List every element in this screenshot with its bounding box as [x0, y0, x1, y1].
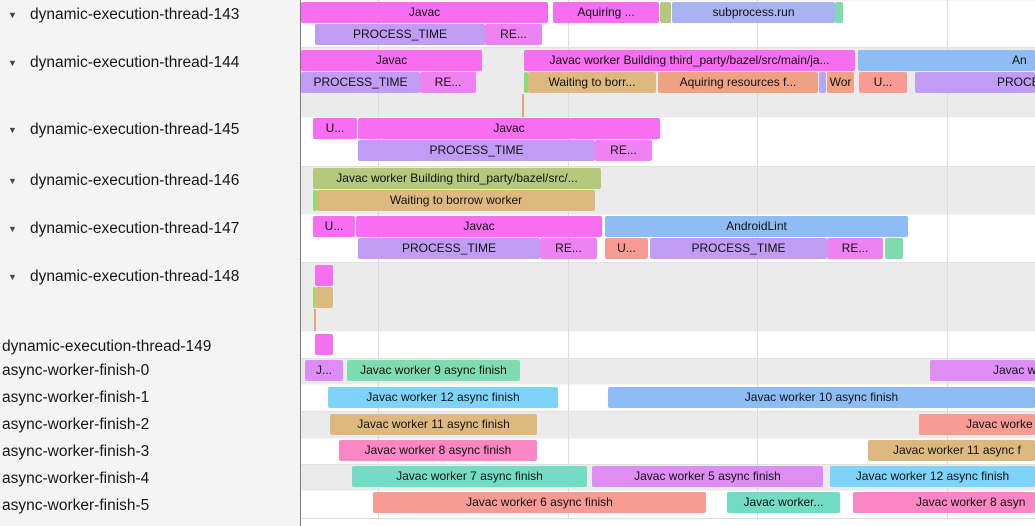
track-name-label: dynamic-execution-thread-145: [30, 121, 240, 138]
timeline-bottom-divider: [300, 518, 1035, 519]
slice[interactable]: U...: [313, 118, 357, 139]
slice[interactable]: Aquiring resources f...: [658, 72, 818, 93]
collapse-triangle-icon[interactable]: ▼: [8, 176, 17, 186]
track-name-label: async-worker-finish-0: [2, 362, 150, 379]
slice[interactable]: Javac worker 5 async finish: [592, 466, 823, 487]
collapse-triangle-icon[interactable]: ▼: [8, 125, 17, 135]
slice[interactable]: RE...: [485, 24, 542, 45]
track-name-label: async-worker-finish-2: [2, 416, 150, 433]
slice-unlabeled[interactable]: [315, 287, 333, 308]
slice[interactable]: RE...: [595, 140, 652, 161]
slice[interactable]: J...: [305, 360, 343, 381]
instant-marker[interactable]: [314, 309, 316, 331]
slice[interactable]: U...: [859, 72, 907, 93]
time-gridline: [757, 0, 758, 518]
slice[interactable]: Javac worker 11 async f: [868, 440, 1035, 461]
track-name-label: async-worker-finish-1: [2, 389, 150, 406]
slice[interactable]: Javac w: [930, 360, 1035, 381]
slice[interactable]: Javac worker 11 async finish: [330, 414, 537, 435]
track-row-dynamic-execution-thread-149: [300, 331, 1035, 358]
track-name-label: dynamic-execution-thread-149: [2, 338, 212, 355]
track-name-label: async-worker-finish-5: [2, 497, 150, 514]
slice[interactable]: PROCESS_TIME: [315, 24, 485, 45]
track-name-label: dynamic-execution-thread-143: [30, 6, 240, 23]
slice[interactable]: Aquiring ...: [553, 2, 659, 23]
track-name-sidebar: ▼ dynamic-execution-thread-143 ▼ dynamic-ex…: [0, 0, 300, 526]
track-name-label: async-worker-finish-4: [2, 470, 150, 487]
track-name-label: dynamic-execution-thread-147: [30, 220, 240, 237]
time-gridline: [568, 0, 569, 518]
slice-unlabeled[interactable]: [835, 2, 843, 23]
slice[interactable]: Javac worker Building third_party/bazel/…: [524, 50, 855, 71]
sidebar-divider: [300, 0, 301, 526]
slice[interactable]: PROCESS_TIME: [650, 238, 827, 259]
track-name-label: async-worker-finish-3: [2, 443, 150, 460]
slice[interactable]: PROCESS_TIME: [301, 72, 420, 93]
slice[interactable]: subprocess.run: [672, 2, 835, 23]
track-row-dynamic-execution-thread-148: [300, 262, 1035, 331]
slice[interactable]: An: [858, 50, 1035, 71]
slice[interactable]: PROCESS_TIME: [358, 140, 595, 161]
slice-unlabeled[interactable]: [313, 287, 315, 308]
collapse-triangle-icon[interactable]: ▼: [8, 272, 17, 282]
slice[interactable]: Javac worker 10 async finish: [608, 387, 1035, 408]
slice[interactable]: AndroidLint: [605, 216, 908, 237]
slice-unlabeled[interactable]: [315, 334, 333, 355]
slice[interactable]: Javac worker 8 asyn: [853, 492, 1035, 513]
slice[interactable]: Javac worker 9 async finish: [347, 360, 520, 381]
slice-unlabeled[interactable]: [819, 72, 826, 93]
slice-unlabeled[interactable]: [660, 2, 671, 23]
slice[interactable]: Javac: [356, 216, 602, 237]
slice[interactable]: U...: [605, 238, 648, 259]
slice[interactable]: Javac worker 12 async finish: [830, 466, 1035, 487]
track-name-label: dynamic-execution-thread-148: [30, 268, 240, 285]
slice[interactable]: RE...: [827, 238, 883, 259]
slice[interactable]: Javac: [301, 2, 548, 23]
slice[interactable]: Javac worker Building third_party/bazel/…: [313, 168, 601, 189]
collapse-triangle-icon[interactable]: ▼: [8, 224, 17, 234]
slice[interactable]: Javac: [301, 50, 482, 71]
collapse-triangle-icon[interactable]: ▼: [8, 10, 17, 20]
slice-unlabeled[interactable]: [885, 238, 903, 259]
slice-unlabeled[interactable]: [315, 265, 333, 286]
time-gridline: [947, 0, 948, 518]
slice[interactable]: Javac worker...: [727, 492, 840, 513]
slice-unlabeled[interactable]: [524, 72, 528, 93]
slice[interactable]: RE...: [540, 238, 597, 259]
slice[interactable]: Javac worker 12 async finish: [328, 387, 558, 408]
slice[interactable]: U...: [313, 216, 355, 237]
slice[interactable]: Javac worker 8 async finish: [339, 440, 537, 461]
slice[interactable]: Wor: [827, 72, 854, 93]
slice[interactable]: Waiting to borrow worker: [317, 190, 595, 211]
time-gridline: [378, 0, 379, 518]
track-name-label: dynamic-execution-thread-146: [30, 172, 240, 189]
slice[interactable]: RE...: [420, 72, 476, 93]
slice[interactable]: Javac worker 6 async finish: [373, 492, 706, 513]
slice[interactable]: Waiting to borr...: [528, 72, 656, 93]
track-name-label: dynamic-execution-thread-144: [30, 54, 240, 71]
slice[interactable]: Javac worke: [919, 414, 1035, 435]
instant-marker[interactable]: [522, 94, 524, 117]
slice[interactable]: Javac worker 7 async finish: [352, 466, 587, 487]
collapse-triangle-icon[interactable]: ▼: [8, 58, 17, 68]
slice[interactable]: PROCESS_TIME: [358, 238, 540, 259]
slice[interactable]: PROCE: [915, 72, 1035, 93]
slice[interactable]: Javac: [358, 118, 660, 139]
slice-unlabeled[interactable]: [313, 190, 317, 211]
